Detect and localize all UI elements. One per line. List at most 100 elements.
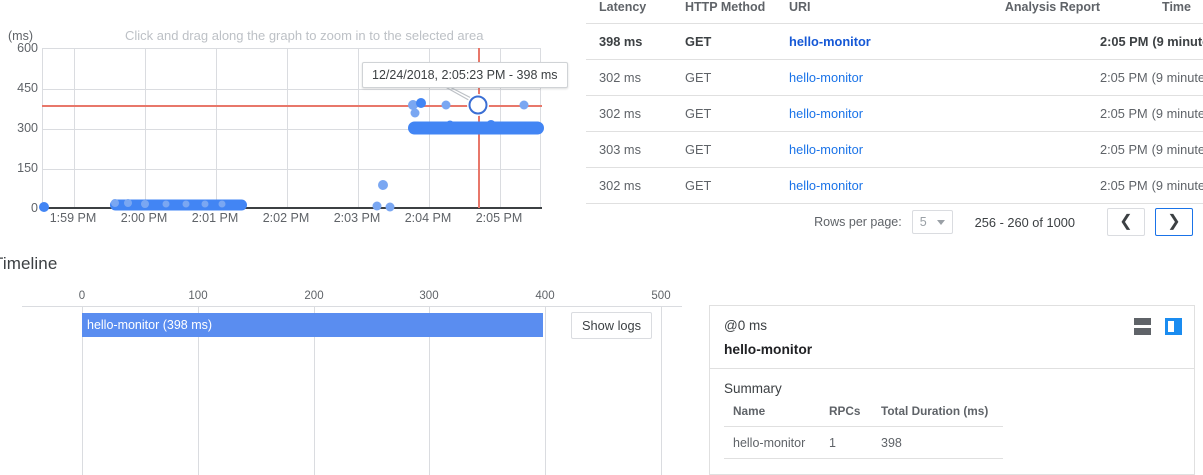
y-axis-ticks: 600 450 300 150 0 [0,41,38,215]
gridline-x-4 [287,49,288,208]
cell-time-relative: (9 minutes ago) [1152,34,1203,49]
cell-uri: hello-monitor [789,167,964,204]
detail-panel-header: @0 ms hello-monitor [710,306,1194,369]
table-row[interactable]: 303 ms GET hello-monitor 2:05 PM (9 minut… [586,131,1203,168]
data-point [372,201,382,211]
gantt-gridline-200 [314,307,315,475]
data-point [441,100,451,110]
summary-cell-duration: 398 [881,426,1003,459]
cell-uri: hello-monitor [789,23,964,60]
detail-panel-body: Summary Name RPCs Total Duration (ms) he… [710,369,1194,459]
requests-table-body: 398 ms GET hello-monitor 2:05 PM (9 minut… [586,23,1203,204]
y-tick-300: 300 [17,121,38,135]
gantt-bar-hello-monitor[interactable]: hello-monitor (398 ms) [82,313,543,337]
x-tick-0: 1:59 PM [49,211,97,225]
gantt-tick-0: 0 [78,290,86,302]
chevron-right-icon: ❯ [1167,213,1181,230]
cell-http-method: GET [685,59,789,96]
gridline-150 [43,169,540,170]
column-header-http-method[interactable]: HTTP Method [685,0,789,24]
cell-http-method: GET [685,95,789,132]
cell-time: 2:05 PM(9 minutes ago) [1100,59,1203,96]
column-header-time[interactable]: Time [1100,0,1203,24]
cell-latency: 398 ms [586,23,685,60]
chevron-left-icon: ❮ [1119,213,1133,230]
uri-link[interactable]: hello-monitor [789,106,863,121]
chart-zoom-hint: Click and drag along the graph to zoom i… [125,28,484,43]
table-row[interactable]: 398 ms GET hello-monitor 2:05 PM (9 minut… [586,23,1203,60]
selected-data-point[interactable] [468,95,488,115]
summary-cell-rpcs: 1 [829,426,881,459]
gantt-gridline-100 [198,307,199,475]
pagination-next-button[interactable]: ❯ [1155,208,1193,236]
gantt-bar-label: hello-monitor (398 ms) [87,318,213,332]
data-point [519,100,529,110]
column-header-analysis-report[interactable]: Analysis Report [964,0,1100,24]
data-point [413,121,423,131]
column-header-uri[interactable]: URI [789,0,964,24]
gridline-x-2 [145,49,146,208]
data-cluster-high-band [408,121,544,135]
summary-table-body: hello-monitor 1 398 [724,426,1003,459]
data-point [218,200,226,208]
table-pagination: Rows per page: 5 256 - 260 of 1000 ❮ ❯ [814,208,1193,236]
table-row[interactable]: 302 ms GET hello-monitor 2:05 PM (9 minut… [586,59,1203,96]
column-header-latency[interactable]: Latency [586,0,685,24]
x-tick-1: 2:00 PM [120,211,168,225]
latency-chart-panel: (ms) Click and drag along the graph to z… [0,0,578,240]
uri-link[interactable]: hello-monitor [789,142,863,157]
gridline-x-1 [74,49,75,208]
table-row[interactable]: 302 ms GET hello-monitor 2:05 PM (9 minut… [586,95,1203,132]
gantt-tick-400: 400 [535,290,555,302]
cell-time-absolute: 2:05 PM [1100,34,1149,49]
gantt-gridline-0 [82,307,83,475]
y-tick-0: 0 [31,201,38,215]
cell-uri: hello-monitor [789,131,964,168]
uri-link[interactable]: hello-monitor [789,34,871,49]
show-logs-button[interactable]: Show logs [571,312,653,339]
timeline-gantt: 0 100 200 300 400 500 [0,290,690,475]
data-point [124,199,132,207]
gridline-300 [43,129,540,130]
threshold-line-horizontal [42,105,542,107]
requests-table-panel: Latency HTTP Method URI Analysis Report … [586,0,1203,252]
cell-http-method: GET [685,23,789,60]
cell-analysis-report [964,59,1100,96]
pagination-prev-button[interactable]: ❮ [1107,208,1145,236]
uri-link[interactable]: hello-monitor [789,70,863,85]
summary-column-total-duration: Total Duration (ms) [881,404,1003,427]
split-horizontal-icon[interactable] [1134,318,1151,335]
split-vertical-icon[interactable] [1165,318,1182,335]
table-header-row: Latency HTTP Method URI Analysis Report … [586,0,1203,24]
cell-time-absolute: 2:05 PM [1100,70,1148,85]
cell-analysis-report [964,95,1100,132]
data-point [378,180,388,190]
data-point [39,202,49,212]
summary-row: hello-monitor 1 398 [724,426,1003,459]
x-tick-3: 2:02 PM [262,211,310,225]
cell-time-relative: (9 minutes ago) [1151,178,1203,193]
summary-cell-name: hello-monitor [724,426,829,459]
gridline-450 [43,89,540,90]
rows-per-page-value: 5 [919,215,927,229]
uri-link[interactable]: hello-monitor [789,178,863,193]
table-row[interactable]: 302 ms GET hello-monitor 2:05 PM (9 minut… [586,167,1203,204]
cell-time-relative: (9 minutes ago) [1151,70,1203,85]
cell-uri: hello-monitor [789,59,964,96]
chart-baseline [42,207,542,209]
rows-per-page-select[interactable]: 5 [911,210,953,234]
y-axis-unit-label: (ms) [8,29,33,43]
data-point [410,108,420,118]
detail-offset-label: @0 ms [724,318,767,333]
chart-tooltip: 12/24/2018, 2:05:23 PM - 398 ms [362,62,568,88]
data-point [408,100,418,110]
x-tick-2: 2:01 PM [191,211,239,225]
summary-heading: Summary [724,381,782,396]
cell-http-method: GET [685,131,789,168]
data-point [141,200,149,208]
data-point [445,120,455,130]
data-point [416,98,426,108]
summary-table: Name RPCs Total Duration (ms) hello-moni… [724,404,1003,459]
gantt-gridline-400 [545,307,546,475]
